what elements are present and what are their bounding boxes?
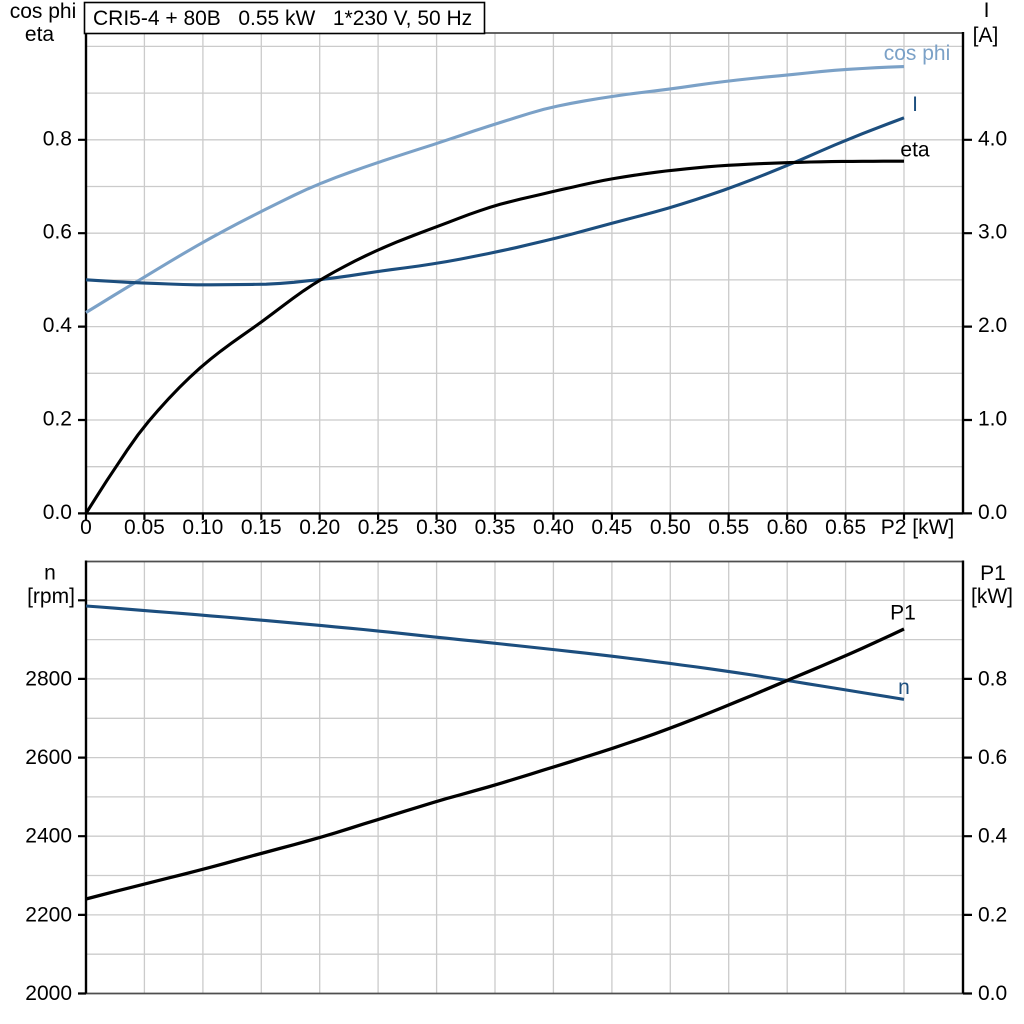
- svg-text:0.2: 0.2: [978, 903, 1007, 926]
- svg-text:0: 0: [80, 516, 92, 539]
- svg-text:P1: P1: [890, 602, 916, 625]
- svg-text:n: n: [898, 676, 910, 699]
- svg-text:2000: 2000: [25, 982, 72, 1005]
- svg-text:1.0: 1.0: [978, 408, 1007, 431]
- svg-text:0.60: 0.60: [767, 516, 808, 539]
- svg-text:4.0: 4.0: [978, 127, 1007, 150]
- svg-text:0.30: 0.30: [416, 516, 457, 539]
- svg-text:0.6: 0.6: [978, 746, 1007, 769]
- svg-text:eta: eta: [25, 23, 55, 46]
- svg-text:0.20: 0.20: [299, 516, 340, 539]
- svg-text:[rpm]: [rpm]: [27, 585, 75, 608]
- svg-text:cos phi: cos phi: [884, 42, 951, 65]
- svg-text:P1: P1: [980, 562, 1006, 585]
- svg-text:0.0: 0.0: [978, 501, 1007, 524]
- svg-text:0.8: 0.8: [978, 667, 1007, 690]
- svg-text:cos phi: cos phi: [10, 0, 77, 23]
- svg-text:I: I: [912, 93, 918, 116]
- svg-text:P2 [kW]: P2 [kW]: [881, 516, 955, 539]
- svg-text:0.25: 0.25: [358, 516, 399, 539]
- svg-text:2600: 2600: [25, 746, 72, 769]
- svg-text:0.4: 0.4: [978, 825, 1008, 848]
- svg-text:eta: eta: [900, 139, 930, 162]
- svg-text:0.2: 0.2: [43, 408, 72, 431]
- svg-text:2800: 2800: [25, 667, 72, 690]
- svg-text:CRI5-4 + 80B 0.55 kW 1*230: CRI5-4 + 80B 0.55 kW 1*230 V, 50 Hz: [93, 7, 472, 30]
- svg-text:0.50: 0.50: [650, 516, 691, 539]
- svg-text:n: n: [44, 562, 56, 585]
- svg-text:0.05: 0.05: [124, 516, 165, 539]
- svg-text:0.0: 0.0: [43, 501, 72, 524]
- svg-text:0.10: 0.10: [182, 516, 223, 539]
- svg-text:2200: 2200: [25, 903, 72, 926]
- svg-text:0.6: 0.6: [43, 221, 72, 244]
- svg-text:0.8: 0.8: [43, 127, 72, 150]
- svg-text:0.0: 0.0: [978, 982, 1007, 1005]
- svg-text:[kW]: [kW]: [971, 585, 1013, 608]
- svg-text:2400: 2400: [25, 825, 72, 848]
- svg-text:0.55: 0.55: [708, 516, 749, 539]
- svg-text:0.45: 0.45: [591, 516, 632, 539]
- svg-text:2.0: 2.0: [978, 314, 1007, 337]
- svg-text:[A]: [A]: [973, 24, 999, 47]
- svg-text:0.35: 0.35: [475, 516, 516, 539]
- svg-text:0.15: 0.15: [241, 516, 282, 539]
- svg-text:0.40: 0.40: [533, 516, 574, 539]
- svg-text:0.65: 0.65: [825, 516, 866, 539]
- svg-text:0.4: 0.4: [43, 314, 73, 337]
- svg-text:I: I: [984, 0, 990, 22]
- svg-text:3.0: 3.0: [978, 221, 1007, 244]
